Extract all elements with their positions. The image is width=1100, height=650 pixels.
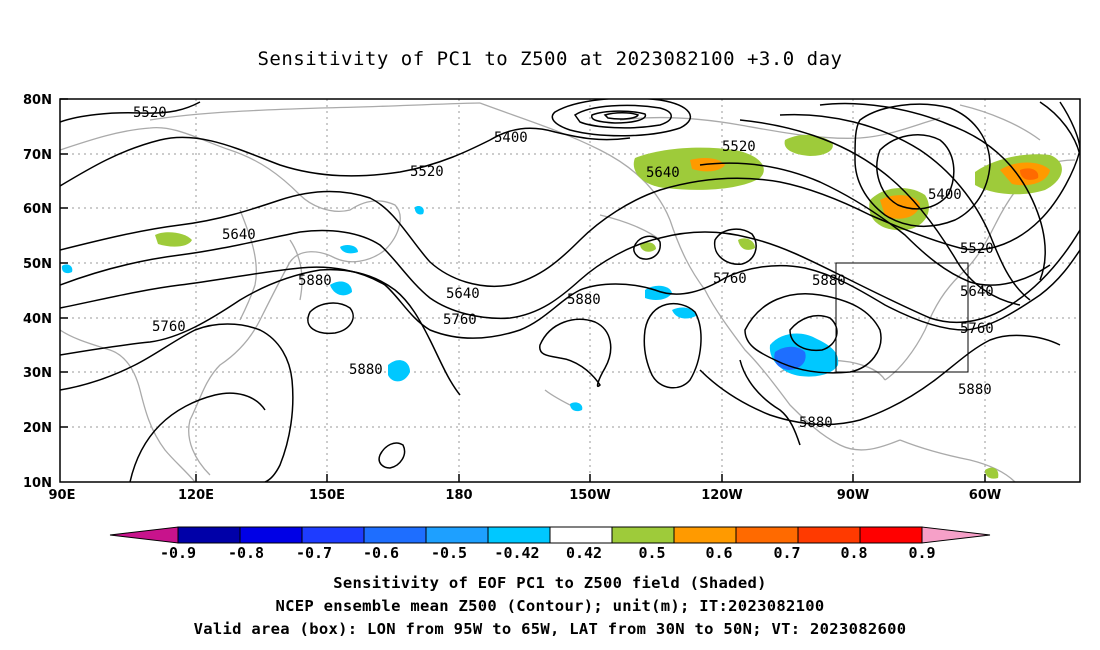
colorbar-label: -0.5 — [431, 544, 467, 562]
colorbar-bin — [611, 526, 675, 544]
colorbar-bin — [797, 526, 861, 544]
colorbar-bin — [549, 526, 613, 544]
lat-label: 40N — [23, 312, 52, 327]
orange-region-hudson — [880, 195, 920, 219]
lon-label: 90W — [837, 488, 869, 503]
lon-label: 120E — [178, 488, 214, 503]
lon-label: 120W — [701, 488, 742, 503]
contour-label-5880: 5880 — [298, 273, 332, 289]
colorbar-label: 0.5 — [638, 544, 665, 562]
grid-lines — [60, 99, 1080, 482]
lat-label: 30N — [23, 366, 52, 381]
contour-label-5760: 5760 — [713, 271, 747, 287]
colorbar-bin — [487, 526, 551, 544]
axis-ticks — [60, 98, 986, 482]
contour-label-5520: 5520 — [960, 241, 994, 257]
colorbar-label: 0.6 — [705, 544, 732, 562]
footer-contour-description: NCEP ensemble mean Z500 (Contour); unit(… — [275, 597, 825, 615]
lat-label: 70N — [23, 148, 52, 163]
contour-label-5760: 5760 — [443, 312, 477, 328]
colorbar-bin — [301, 526, 365, 544]
colorbar-upper-arrow — [921, 526, 991, 544]
negative-region-pacific-2 — [672, 307, 696, 319]
sensitivity-shading — [61, 134, 1062, 479]
colorbar-bin — [735, 526, 799, 544]
colorbar — [109, 526, 991, 544]
contour-label-5880: 5880 — [812, 273, 846, 289]
lon-label: 90E — [49, 488, 76, 503]
positive-region-small-1 — [640, 242, 656, 252]
lat-label: 50N — [23, 257, 52, 272]
colorbar-label: -0.8 — [228, 544, 264, 562]
lon-label: 150E — [309, 488, 345, 503]
chart-title: Sensitivity of PC1 to Z500 at 2023082100… — [257, 48, 843, 70]
lon-label: 60W — [969, 488, 1001, 503]
colorbar-labels: -0.9 -0.8 -0.7 -0.6 -0.5 -0.42 0.42 0.5 … — [160, 544, 936, 562]
contour-label-5880: 5880 — [958, 382, 992, 398]
red-region-labrador — [1020, 168, 1039, 180]
z500-contours — [60, 99, 1080, 482]
negative-region-pacific-7 — [414, 205, 424, 215]
colorbar-lower-arrow — [109, 526, 179, 544]
map-background — [60, 99, 1080, 482]
positive-region-small-2 — [738, 238, 755, 250]
negative-region-pacific-5 — [340, 244, 358, 254]
colorbar-bins — [177, 526, 923, 544]
colorbar-label: 0.8 — [840, 544, 867, 562]
colorbar-label: -0.42 — [494, 544, 539, 562]
contour-label-5520: 5520 — [133, 105, 167, 121]
lat-label: 10N — [23, 476, 52, 491]
contour-label-5880: 5880 — [799, 415, 833, 431]
contour-label-5880: 5880 — [349, 362, 383, 378]
colorbar-label: 0.7 — [773, 544, 800, 562]
latitude-labels: 80N 70N 60N 50N 40N 30N 20N 10N — [23, 93, 52, 491]
positive-region-small-3 — [985, 467, 999, 479]
contour-label-5640: 5640 — [646, 165, 680, 181]
positive-region-alaska — [784, 134, 833, 156]
contour-label-5400: 5400 — [494, 130, 528, 146]
positive-region-asia — [155, 232, 192, 247]
colorbar-label: -0.9 — [160, 544, 196, 562]
colorbar-bin — [177, 526, 241, 544]
contour-label-5880: 5880 — [567, 292, 601, 308]
negative-region-pacific-4 — [330, 281, 352, 296]
colorbar-label: -0.6 — [363, 544, 399, 562]
colorbar-bin — [673, 526, 737, 544]
contour-label-5640: 5640 — [222, 227, 256, 243]
contour-label-5400: 5400 — [928, 187, 962, 203]
contour-label-5760: 5760 — [152, 319, 186, 335]
lat-label: 80N — [23, 93, 52, 108]
colorbar-bin — [859, 526, 923, 544]
contour-label-5520: 5520 — [410, 164, 444, 180]
colorbar-bin — [239, 526, 303, 544]
negative-region-asia — [61, 264, 73, 274]
contour-label-5640: 5640 — [446, 286, 480, 302]
negative-region-pacific-6 — [570, 402, 583, 412]
contour-label-5640: 5640 — [960, 284, 994, 300]
colorbar-bin — [425, 526, 489, 544]
longitude-labels: 90E 120E 150E 180 150W 120W 90W 60W — [49, 488, 1002, 503]
footer-valid-area-description: Valid area (box): LON from 95W to 65W, L… — [193, 620, 907, 638]
lat-label: 20N — [23, 421, 52, 436]
lat-label: 60N — [23, 202, 52, 217]
lon-label: 150W — [569, 488, 610, 503]
negative-region-pacific-3 — [388, 360, 410, 382]
colorbar-label: -0.7 — [296, 544, 332, 562]
footer-shading-description: Sensitivity of EOF PC1 to Z500 field (Sh… — [333, 574, 767, 592]
colorbar-bin — [363, 526, 427, 544]
contour-label-5520: 5520 — [722, 139, 756, 155]
lon-label: 180 — [445, 488, 472, 503]
colorbar-label: 0.42 — [566, 544, 602, 562]
colorbar-label: 0.9 — [908, 544, 935, 562]
valid-area-box — [835, 262, 969, 373]
contour-labels: 5520 5400 5520 5520 5640 5640 5400 5520 … — [133, 105, 994, 431]
contour-label-5760: 5760 — [960, 321, 994, 337]
map-border — [59, 98, 1081, 483]
negative-region-gulf-core — [774, 346, 806, 370]
